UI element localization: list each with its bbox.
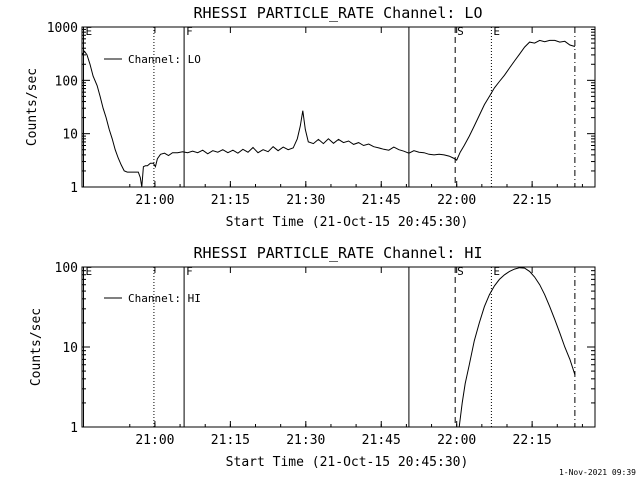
- event-marker-label-lo-0: E: [86, 25, 93, 38]
- y-tick-label-lo-3: 1000: [47, 21, 78, 36]
- event-marker-label-hi-0: E: [86, 265, 93, 278]
- series-line-lo: [81, 39, 576, 188]
- y-tick-label-lo-2: 100: [55, 74, 78, 89]
- x-tick-label-hi-0: 21:00: [135, 433, 174, 448]
- legend-label-lo: Channel: LO: [128, 53, 201, 66]
- event-marker-label-lo-5: E: [493, 25, 500, 38]
- footer-timestamp: 1-Nov-2021 09:39: [559, 468, 636, 477]
- event-marker-label-lo-2: F: [186, 25, 193, 38]
- x-tick-label-hi-3: 21:45: [362, 433, 401, 448]
- x-tick-label-hi-2: 21:30: [286, 433, 325, 448]
- plot-frame-lo: [81, 26, 596, 188]
- x-axis-label-hi: Start Time (21-Oct-15 20:45:30): [226, 455, 469, 470]
- plot-frame-hi: [81, 266, 596, 428]
- x-tick-label-lo-2: 21:30: [286, 193, 325, 208]
- x-tick-label-lo-5: 22:15: [513, 193, 552, 208]
- y-tick-label-hi-2: 100: [55, 261, 78, 276]
- event-marker-label-hi-2: F: [186, 265, 193, 278]
- event-marker-label-hi-4: S: [457, 265, 464, 278]
- event-marker-label-lo-4: S: [457, 25, 464, 38]
- x-tick-label-hi-1: 21:15: [211, 433, 250, 448]
- x-tick-label-lo-0: 21:00: [135, 193, 174, 208]
- chart-panel-hi: RHESSI PARTICLE_RATE Channel: HI Start T…: [29, 244, 596, 470]
- axis-ticks-hi: 21:00 21:15 21:30 21:45 22:00 22:15 1 10 100: [55, 261, 595, 448]
- y-axis-label-lo: Counts/sec: [25, 68, 40, 146]
- x-tick-label-lo-1: 21:15: [211, 193, 250, 208]
- x-tick-label-lo-3: 21:45: [362, 193, 401, 208]
- y-tick-label-lo-1: 10: [62, 128, 78, 143]
- event-marker-label-hi-5: E: [493, 265, 500, 278]
- y-tick-label-lo-0: 1: [70, 181, 78, 196]
- chart-panel-lo: RHESSI PARTICLE_RATE Channel: LO Start T…: [25, 4, 596, 230]
- legend-label-hi: Channel: HI: [128, 292, 201, 305]
- x-tick-label-hi-4: 22:00: [437, 433, 476, 448]
- y-tick-label-hi-0: 1: [70, 421, 78, 436]
- axis-ticks-lo: 21:00 21:15 21:30 21:45 22:00 22:15 1 10 100 1000: [47, 21, 595, 208]
- y-axis-label-hi: Counts/sec: [29, 308, 44, 386]
- x-tick-label-hi-5: 22:15: [513, 433, 552, 448]
- x-tick-label-lo-4: 22:00: [437, 193, 476, 208]
- series-line-hi: [458, 267, 576, 428]
- chart-title-lo: RHESSI PARTICLE_RATE Channel: LO: [194, 4, 483, 22]
- y-tick-label-hi-1: 10: [62, 341, 78, 356]
- x-axis-label-lo: Start Time (21-Oct-15 20:45:30): [226, 215, 469, 230]
- chart-title-hi: RHESSI PARTICLE_RATE Channel: HI: [194, 244, 483, 262]
